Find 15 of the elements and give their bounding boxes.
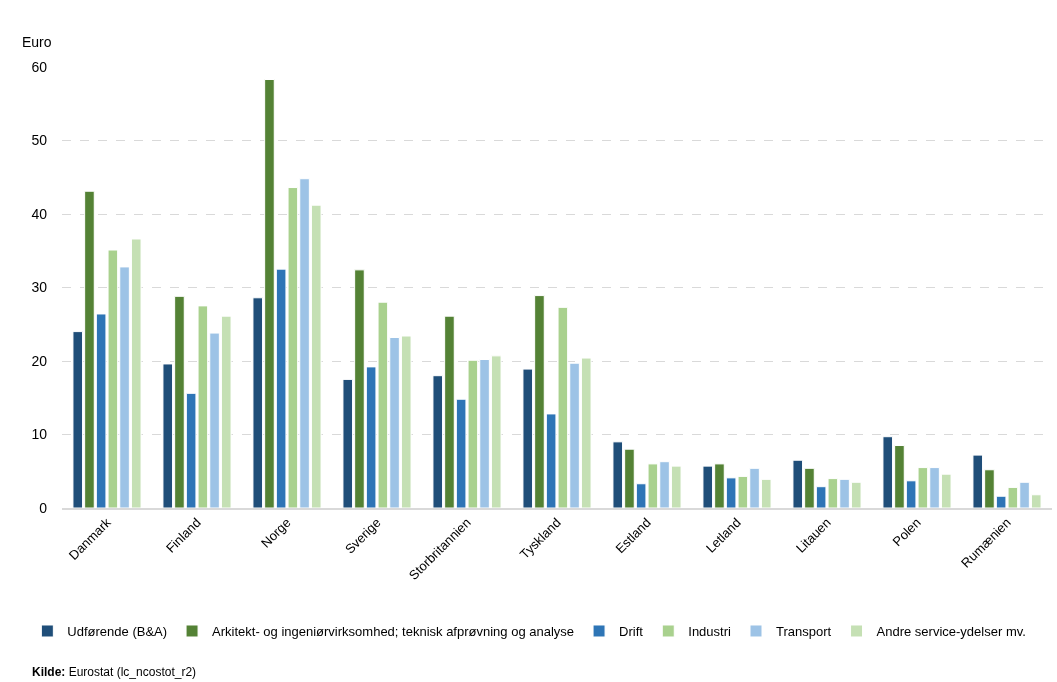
legend-label: Andre service-ydelser mv.: [876, 624, 1026, 640]
legend-label: Transport: [776, 624, 832, 640]
legend-label: Drift: [619, 624, 644, 640]
y-tick-label: 50: [31, 132, 48, 149]
y-tick-label: 0: [39, 499, 48, 516]
text: Kilde: Eurostat (lc_ncostot_r2): [32, 665, 197, 679]
y-tick-label: 10: [31, 426, 48, 443]
y-tick-label: 20: [31, 352, 48, 369]
y-tick-label: 30: [31, 279, 48, 296]
y-tick-label: 60: [31, 58, 48, 75]
y-tick-label: 40: [31, 205, 48, 222]
legend-label: Arkitekt- og ingeniørvirksomhed; teknisk afprøvning og analyse: [212, 624, 575, 640]
legend-label: Udførende (B&A): [67, 624, 168, 640]
y-axis-title: Euro: [22, 34, 52, 50]
legend-label: Industri: [688, 624, 732, 640]
